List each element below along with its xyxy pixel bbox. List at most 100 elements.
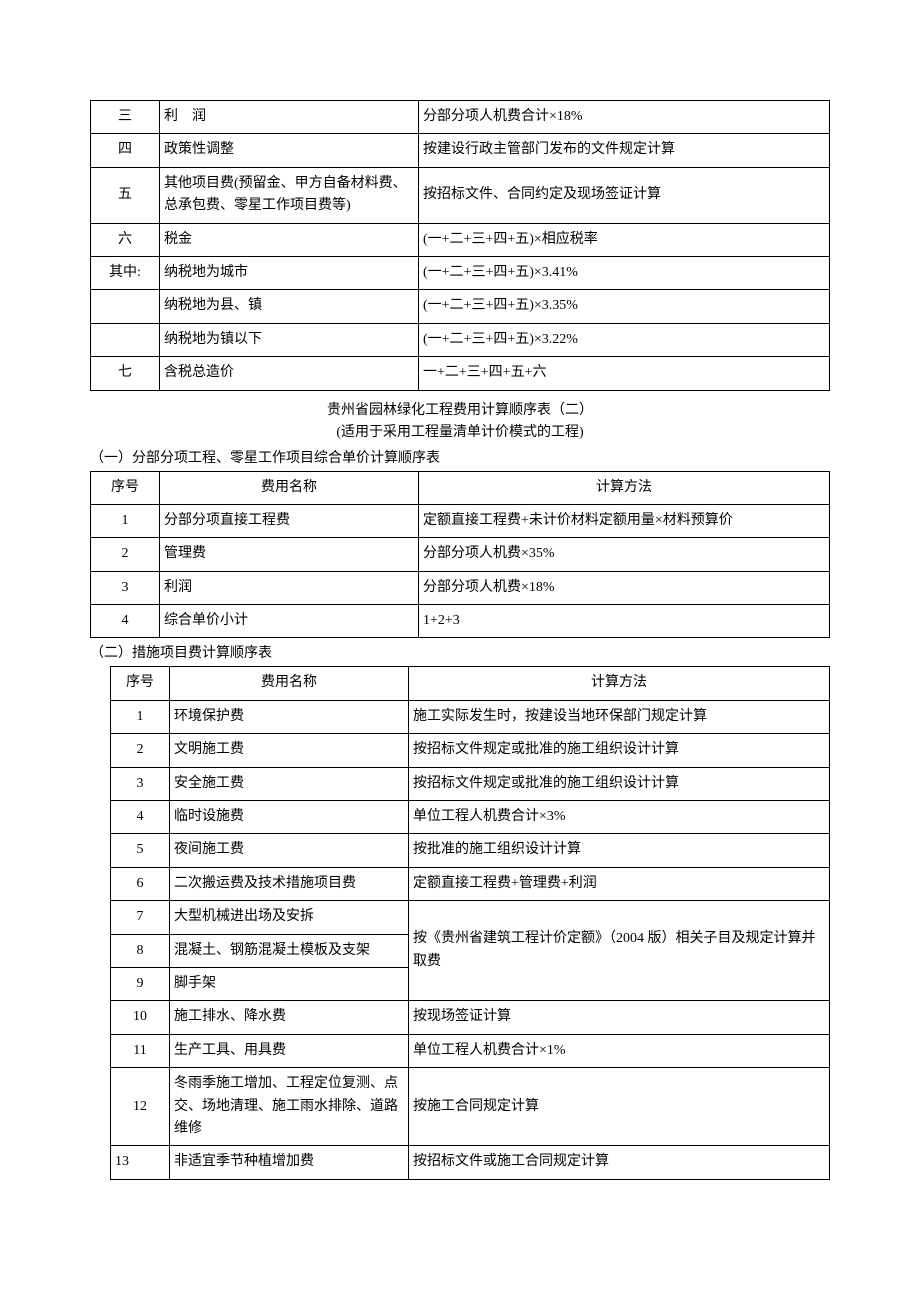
- row-method: 定额直接工程费+未计价材料定额用量×材料预算价: [419, 504, 830, 537]
- row-num: 2: [111, 734, 170, 767]
- table-row: 5 夜间施工费 按批准的施工组织设计计算: [111, 834, 830, 867]
- row-num: 4: [91, 605, 160, 638]
- table-row: 4 综合单价小计 1+2+3: [91, 605, 830, 638]
- row-name: 利润: [160, 571, 419, 604]
- table-row: 10 施工排水、降水费 按现场签证计算: [111, 1001, 830, 1034]
- section-subtitle-2: (适用于采用工程量清单计价模式的工程): [90, 421, 830, 441]
- section-title-2: 贵州省园林绿化工程费用计算顺序表（二）: [90, 399, 830, 419]
- row-name: 夜间施工费: [170, 834, 409, 867]
- row-num: 2: [91, 538, 160, 571]
- row-num: 六: [91, 223, 160, 256]
- row-num: [91, 290, 160, 323]
- row-name: 纳税地为镇以下: [160, 323, 419, 356]
- row-name: 安全施工费: [170, 767, 409, 800]
- row-name: 冬雨季施工增加、工程定位复测、点交、场地清理、施工雨水排除、道路维修: [170, 1068, 409, 1146]
- row-num: 13: [111, 1146, 170, 1179]
- table-row: 纳税地为镇以下 (一+二+三+四+五)×3.22%: [91, 323, 830, 356]
- row-method: (一+二+三+四+五)×3.41%: [419, 256, 830, 289]
- table-row: 2 文明施工费 按招标文件规定或批准的施工组织设计计算: [111, 734, 830, 767]
- row-num: 3: [91, 571, 160, 604]
- table-header-row: 序号 费用名称 计算方法: [91, 471, 830, 504]
- row-name: 文明施工费: [170, 734, 409, 767]
- row-num: 1: [111, 700, 170, 733]
- row-name: 综合单价小计: [160, 605, 419, 638]
- table-row: 2 管理费 分部分项人机费×35%: [91, 538, 830, 571]
- header-num: 序号: [111, 667, 170, 700]
- table-row: 3 安全施工费 按招标文件规定或批准的施工组织设计计算: [111, 767, 830, 800]
- header-method: 计算方法: [419, 471, 830, 504]
- table-row: 1 环境保护费 施工实际发生时，按建设当地环保部门规定计算: [111, 700, 830, 733]
- row-name: 利 润: [160, 101, 419, 134]
- table-row: 11 生产工具、用具费 单位工程人机费合计×1%: [111, 1034, 830, 1067]
- row-name: 非适宜季节种植增加费: [170, 1146, 409, 1179]
- table-row: 7 大型机械进出场及安拆 按《贵州省建筑工程计价定额》（2004 版）相关子目及…: [111, 901, 830, 934]
- table-header-row: 序号 费用名称 计算方法: [111, 667, 830, 700]
- row-name: 二次搬运费及技术措施项目费: [170, 867, 409, 900]
- row-num: 10: [111, 1001, 170, 1034]
- table-row: 三 利 润 分部分项人机费合计×18%: [91, 101, 830, 134]
- row-method: 分部分项人机费×35%: [419, 538, 830, 571]
- row-method: 按批准的施工组织设计计算: [409, 834, 830, 867]
- header-name: 费用名称: [170, 667, 409, 700]
- table-row: 其中: 纳税地为城市 (一+二+三+四+五)×3.41%: [91, 256, 830, 289]
- table-row: 1 分部分项直接工程费 定额直接工程费+未计价材料定额用量×材料预算价: [91, 504, 830, 537]
- table-row: 纳税地为县、镇 (一+二+三+四+五)×3.35%: [91, 290, 830, 323]
- row-num: 6: [111, 867, 170, 900]
- row-name: 临时设施费: [170, 801, 409, 834]
- table-row: 12 冬雨季施工增加、工程定位复测、点交、场地清理、施工雨水排除、道路维修 按施…: [111, 1068, 830, 1146]
- row-method: 一+二+三+四+五+六: [419, 357, 830, 390]
- row-method: 按招标文件规定或批准的施工组织设计计算: [409, 767, 830, 800]
- row-method: 分部分项人机费×18%: [419, 571, 830, 604]
- table-row: 五 其他项目费(预留金、甲方自备材料费、总承包费、零星工作项目费等) 按招标文件…: [91, 167, 830, 223]
- table-row: 3 利润 分部分项人机费×18%: [91, 571, 830, 604]
- row-num: 5: [111, 834, 170, 867]
- row-method: (一+二+三+四+五)×3.22%: [419, 323, 830, 356]
- row-name: 混凝土、钢筋混凝土模板及支架: [170, 934, 409, 967]
- row-name: 其他项目费(预留金、甲方自备材料费、总承包费、零星工作项目费等): [160, 167, 419, 223]
- row-name: 管理费: [160, 538, 419, 571]
- row-num: 7: [111, 901, 170, 934]
- row-method: 单位工程人机费合计×3%: [409, 801, 830, 834]
- row-method: 定额直接工程费+管理费+利润: [409, 867, 830, 900]
- row-method: 按招标文件、合同约定及现场签证计算: [419, 167, 830, 223]
- row-method: 1+2+3: [419, 605, 830, 638]
- row-method: (一+二+三+四+五)×相应税率: [419, 223, 830, 256]
- row-name: 纳税地为县、镇: [160, 290, 419, 323]
- cost-table-1: 三 利 润 分部分项人机费合计×18% 四 政策性调整 按建设行政主管部门发布的…: [90, 100, 830, 391]
- row-name: 环境保护费: [170, 700, 409, 733]
- row-num: 四: [91, 134, 160, 167]
- unit-price-table: 序号 费用名称 计算方法 1 分部分项直接工程费 定额直接工程费+未计价材料定额…: [90, 471, 830, 639]
- row-name: 分部分项直接工程费: [160, 504, 419, 537]
- row-num: 七: [91, 357, 160, 390]
- row-method: 按施工合同规定计算: [409, 1068, 830, 1146]
- row-name: 含税总造价: [160, 357, 419, 390]
- row-name: 大型机械进出场及安拆: [170, 901, 409, 934]
- row-method: 分部分项人机费合计×18%: [419, 101, 830, 134]
- header-num: 序号: [91, 471, 160, 504]
- table-row: 4 临时设施费 单位工程人机费合计×3%: [111, 801, 830, 834]
- row-num: 12: [111, 1068, 170, 1146]
- subsection-2-label: （二）措施项目费计算顺序表: [90, 642, 830, 662]
- row-name: 施工排水、降水费: [170, 1001, 409, 1034]
- subsection-1-label: （一）分部分项工程、零星工作项目综合单价计算顺序表: [90, 447, 830, 467]
- table-row: 6 二次搬运费及技术措施项目费 定额直接工程费+管理费+利润: [111, 867, 830, 900]
- row-name: 脚手架: [170, 967, 409, 1000]
- row-name: 生产工具、用具费: [170, 1034, 409, 1067]
- row-method-merged: 按《贵州省建筑工程计价定额》（2004 版）相关子目及规定计算并取费: [409, 901, 830, 1001]
- row-method: 单位工程人机费合计×1%: [409, 1034, 830, 1067]
- table-row: 13 非适宜季节种植增加费 按招标文件或施工合同规定计算: [111, 1146, 830, 1179]
- row-num: 五: [91, 167, 160, 223]
- row-num: 4: [111, 801, 170, 834]
- row-num: 1: [91, 504, 160, 537]
- header-method: 计算方法: [409, 667, 830, 700]
- table-row: 七 含税总造价 一+二+三+四+五+六: [91, 357, 830, 390]
- row-num: 8: [111, 934, 170, 967]
- row-method: 按现场签证计算: [409, 1001, 830, 1034]
- header-name: 费用名称: [160, 471, 419, 504]
- row-method: 按招标文件或施工合同规定计算: [409, 1146, 830, 1179]
- row-method: (一+二+三+四+五)×3.35%: [419, 290, 830, 323]
- row-num: 三: [91, 101, 160, 134]
- row-num: [91, 323, 160, 356]
- row-name: 税金: [160, 223, 419, 256]
- row-num: 3: [111, 767, 170, 800]
